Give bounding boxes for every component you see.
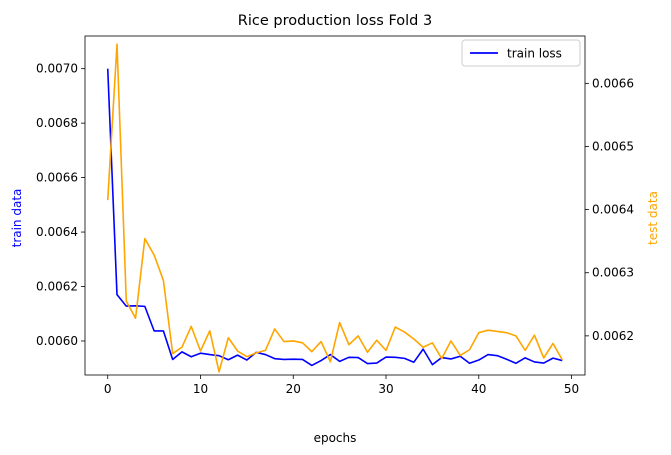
right-y-tick-label: 0.0064 xyxy=(592,203,634,217)
right-y-tick-label: 0.0066 xyxy=(592,76,634,90)
legend: train loss xyxy=(461,39,581,67)
x-tick-label: 10 xyxy=(193,382,208,396)
right-y-tick-label: 0.0065 xyxy=(592,139,634,153)
left-y-tick-label: 0.0066 xyxy=(36,171,78,185)
x-axis-label: epochs xyxy=(314,431,357,445)
left-y-tick-label: 0.0070 xyxy=(36,62,78,76)
x-tick-label: 50 xyxy=(564,382,579,396)
x-tick-label: 30 xyxy=(378,382,393,396)
x-tick-label: 40 xyxy=(471,382,486,396)
right-y-axis-label: test data xyxy=(646,191,660,245)
right-y-axis: 0.0062 0.0063 0.0064 0.0065 0.0066 xyxy=(585,76,634,343)
left-y-tick-label: 0.0064 xyxy=(36,225,78,239)
plot-frame xyxy=(84,35,586,376)
left-y-tick-label: 0.0068 xyxy=(36,116,78,130)
left-y-tick-label: 0.0062 xyxy=(36,280,78,294)
legend-label-train: train loss xyxy=(507,47,562,61)
series-line-train-loss xyxy=(106,68,563,367)
left-y-axis: 0.0060 0.0062 0.0064 0.0066 0.0068 0.0070 xyxy=(36,62,85,348)
legend-box xyxy=(461,39,581,67)
x-tick-label: 0 xyxy=(104,382,112,396)
series-line-test-loss xyxy=(106,43,563,373)
series-layer xyxy=(106,43,563,373)
left-y-axis-label: train data xyxy=(10,189,24,248)
right-y-tick-label: 0.0062 xyxy=(592,329,634,343)
chart-title: Rice production loss Fold 3 xyxy=(238,13,432,29)
right-y-tick-label: 0.0063 xyxy=(592,266,634,280)
left-y-tick-label: 0.0060 xyxy=(36,334,78,348)
x-axis: 0 10 20 30 40 50 xyxy=(104,375,579,396)
x-tick-label: 20 xyxy=(286,382,301,396)
